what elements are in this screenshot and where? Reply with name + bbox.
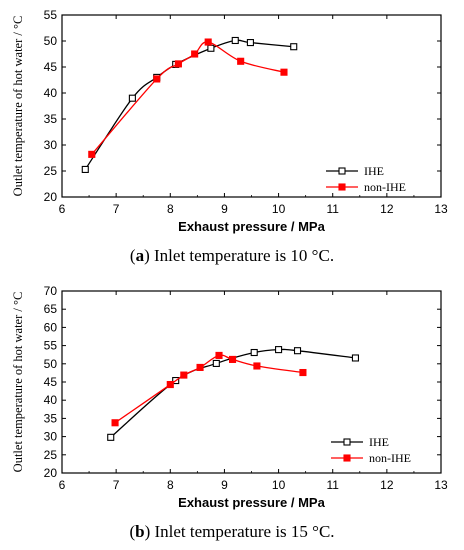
c0-xtick-label: 11 bbox=[326, 202, 339, 216]
c1-xtick-label: 7 bbox=[113, 478, 120, 492]
c0-point-ihe bbox=[207, 44, 215, 52]
c0-x-axis-label: Exhaust pressure / MPa bbox=[178, 219, 325, 234]
c1-xtick-label: 13 bbox=[434, 478, 448, 492]
c0-point-non-ihe bbox=[204, 38, 212, 46]
c0-legend-marker-ihe bbox=[338, 167, 346, 175]
c0-point-ihe bbox=[128, 94, 136, 102]
c1-point-non-ihe bbox=[229, 355, 237, 363]
chart-a: 6 7 8 9 10 11 12 13 20 25 30 35 40 45 50 55 Exhaust pres… bbox=[11, 8, 448, 234]
c0-point-non-ihe bbox=[280, 68, 288, 76]
chart-b: 6 7 8 9 10 11 12 13 20 25 30 35 40 45 50 55 60 65 70 Exhaus… bbox=[11, 284, 448, 510]
c1-x-axis-label: Exhaust pressure / MPa bbox=[178, 495, 325, 510]
c0-point-non-ihe bbox=[191, 50, 199, 58]
c0-ytick-label: 30 bbox=[44, 138, 58, 152]
c1-point-non-ihe bbox=[253, 362, 261, 370]
c1-ytick-label: 35 bbox=[44, 411, 58, 425]
c1-point-non-ihe bbox=[166, 380, 174, 389]
c1-legend-marker-ihe bbox=[343, 438, 351, 446]
c1-point-ihe bbox=[293, 347, 302, 355]
c1-ytick-label: 70 bbox=[44, 284, 58, 298]
c0-xtick-label: 13 bbox=[434, 202, 448, 216]
c1-xtick-label: 11 bbox=[326, 478, 339, 492]
c0-ytick-label: 35 bbox=[44, 112, 58, 126]
c1-point-non-ihe bbox=[299, 368, 307, 377]
c0-legend-label-ihe: IHE bbox=[364, 164, 384, 178]
c1-ytick-label: 50 bbox=[44, 357, 58, 371]
c1-ytick-label: 55 bbox=[44, 339, 58, 353]
c0-ytick-label: 40 bbox=[44, 86, 58, 100]
c0-xtick-label: 12 bbox=[380, 202, 394, 216]
c0-point-non-ihe bbox=[153, 75, 161, 83]
c1-point-ihe bbox=[275, 346, 283, 354]
c1-ytick-label: 45 bbox=[44, 375, 58, 389]
c1-ytick-label: 20 bbox=[44, 466, 58, 480]
c1-xtick-label: 6 bbox=[59, 478, 66, 492]
c1-ytick-label: 60 bbox=[44, 320, 58, 334]
c0-legend-marker-non-ihe bbox=[338, 183, 346, 191]
c1-point-non-ihe bbox=[111, 419, 119, 427]
c1-legend-label-non-ihe: non-IHE bbox=[369, 451, 411, 465]
c0-point-ihe bbox=[231, 36, 239, 45]
caption-a: (a) Inlet temperature is 10 °C. bbox=[129, 246, 335, 265]
c1-point-ihe bbox=[212, 359, 220, 367]
c0-series-line-non-ihe bbox=[91, 41, 285, 155]
c0-ytick-label: 20 bbox=[44, 190, 58, 204]
c1-point-non-ihe bbox=[215, 351, 223, 359]
c0-point-non-ihe bbox=[174, 60, 182, 68]
c0-xtick-label: 8 bbox=[167, 202, 174, 216]
c0-xtick-label: 10 bbox=[272, 202, 286, 216]
caption-b: (b) Inlet temperature is 15 °C. bbox=[129, 522, 335, 541]
c0-point-ihe bbox=[246, 39, 254, 47]
c1-xtick-label: 9 bbox=[221, 478, 228, 492]
c1-point-ihe bbox=[351, 354, 360, 362]
c1-xtick-label: 8 bbox=[167, 478, 174, 492]
c0-legend-label-non-ihe: non-IHE bbox=[364, 180, 406, 194]
c0-point-non-ihe bbox=[237, 57, 245, 65]
figure-panel-a: 6 7 8 9 10 11 12 13 20 25 30 35 40 45 50 55 Exhaust pres… bbox=[0, 0, 464, 274]
c0-y-axis-label: Outlet temperature of hot water / °C bbox=[11, 16, 25, 197]
c0-xtick-label: 6 bbox=[59, 202, 66, 216]
c0-xtick-label: 9 bbox=[221, 202, 228, 216]
c1-ytick-label: 25 bbox=[44, 448, 58, 462]
c0-point-non-ihe bbox=[88, 150, 96, 158]
c1-ytick-label: 65 bbox=[44, 302, 58, 316]
c1-legend-marker-non-ihe bbox=[343, 454, 351, 462]
c0-ytick-label: 50 bbox=[44, 34, 58, 48]
c1-point-ihe bbox=[107, 433, 115, 441]
c0-ytick-label: 25 bbox=[44, 164, 58, 178]
c0-series-line-ihe bbox=[84, 39, 294, 170]
c0-xtick-label: 7 bbox=[113, 202, 120, 216]
c1-y-axis-label: Outlet temperature of hot water / °C bbox=[11, 292, 25, 473]
c1-legend-label-ihe: IHE bbox=[369, 435, 389, 449]
c1-point-non-ihe bbox=[180, 371, 188, 379]
caption-a-letter: a bbox=[135, 246, 145, 265]
c1-point-ihe bbox=[250, 348, 258, 357]
c1-xtick-label: 12 bbox=[380, 478, 394, 492]
c1-ytick-label: 30 bbox=[44, 430, 58, 444]
c0-ytick-label: 45 bbox=[44, 60, 58, 74]
c1-point-non-ihe bbox=[196, 363, 204, 371]
caption-b-text: Inlet temperature is 15 °C. bbox=[154, 522, 335, 541]
c0-point-ihe bbox=[81, 165, 89, 173]
c1-ytick-label: 40 bbox=[44, 393, 58, 407]
c0-ytick-label: 55 bbox=[44, 8, 58, 22]
caption-b-letter: b bbox=[135, 522, 145, 541]
c1-xtick-label: 10 bbox=[272, 478, 286, 492]
c0-point-ihe bbox=[290, 43, 298, 51]
caption-a-text: Inlet temperature is 10 °C. bbox=[154, 246, 335, 265]
figure-panel-b: 6 7 8 9 10 11 12 13 20 25 30 35 40 45 50 55 60 65 70 Exhaus… bbox=[0, 276, 464, 550]
